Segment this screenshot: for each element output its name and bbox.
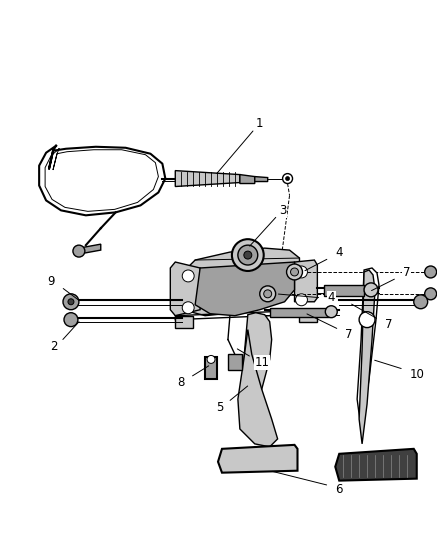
Text: 5: 5 <box>216 401 224 414</box>
Polygon shape <box>218 445 297 473</box>
Circle shape <box>260 286 276 302</box>
Polygon shape <box>170 262 200 316</box>
Circle shape <box>238 245 258 265</box>
Text: 4: 4 <box>328 292 335 304</box>
Polygon shape <box>270 308 329 317</box>
Circle shape <box>425 288 437 300</box>
Bar <box>205 358 217 379</box>
Text: 7: 7 <box>385 318 392 331</box>
Polygon shape <box>294 260 318 302</box>
Text: 4: 4 <box>336 246 343 259</box>
Circle shape <box>182 270 194 282</box>
Circle shape <box>73 245 85 257</box>
Polygon shape <box>255 176 268 182</box>
Text: 2: 2 <box>50 340 58 353</box>
Text: 1: 1 <box>256 117 264 131</box>
Circle shape <box>264 290 272 298</box>
Bar <box>175 316 193 328</box>
Polygon shape <box>79 244 101 254</box>
Polygon shape <box>195 262 294 316</box>
Text: 8: 8 <box>177 376 185 389</box>
Circle shape <box>359 312 375 328</box>
Circle shape <box>244 251 252 259</box>
Polygon shape <box>324 285 364 296</box>
Circle shape <box>232 239 264 271</box>
Text: 6: 6 <box>336 483 343 496</box>
Circle shape <box>364 283 378 297</box>
Text: 7: 7 <box>403 266 410 279</box>
Circle shape <box>182 302 194 314</box>
Text: 10: 10 <box>409 368 424 381</box>
Circle shape <box>425 266 437 278</box>
Circle shape <box>325 306 337 318</box>
Polygon shape <box>240 175 255 183</box>
Circle shape <box>64 313 78 327</box>
Circle shape <box>286 264 303 280</box>
Polygon shape <box>335 449 417 481</box>
Circle shape <box>296 266 307 278</box>
Circle shape <box>207 356 215 364</box>
Circle shape <box>63 294 79 310</box>
Text: 9: 9 <box>47 276 55 288</box>
Polygon shape <box>359 270 375 444</box>
Text: 7: 7 <box>346 328 353 341</box>
Circle shape <box>283 174 293 183</box>
Bar <box>228 354 242 370</box>
Circle shape <box>414 295 427 309</box>
Circle shape <box>296 294 307 306</box>
Polygon shape <box>242 313 272 429</box>
Text: 3: 3 <box>279 204 286 217</box>
Text: 11: 11 <box>254 356 269 369</box>
Bar <box>300 310 318 321</box>
Polygon shape <box>182 248 300 316</box>
Polygon shape <box>238 329 278 447</box>
Circle shape <box>290 268 298 276</box>
Circle shape <box>286 176 290 181</box>
Polygon shape <box>357 268 379 429</box>
Circle shape <box>68 299 74 305</box>
Polygon shape <box>175 171 240 187</box>
